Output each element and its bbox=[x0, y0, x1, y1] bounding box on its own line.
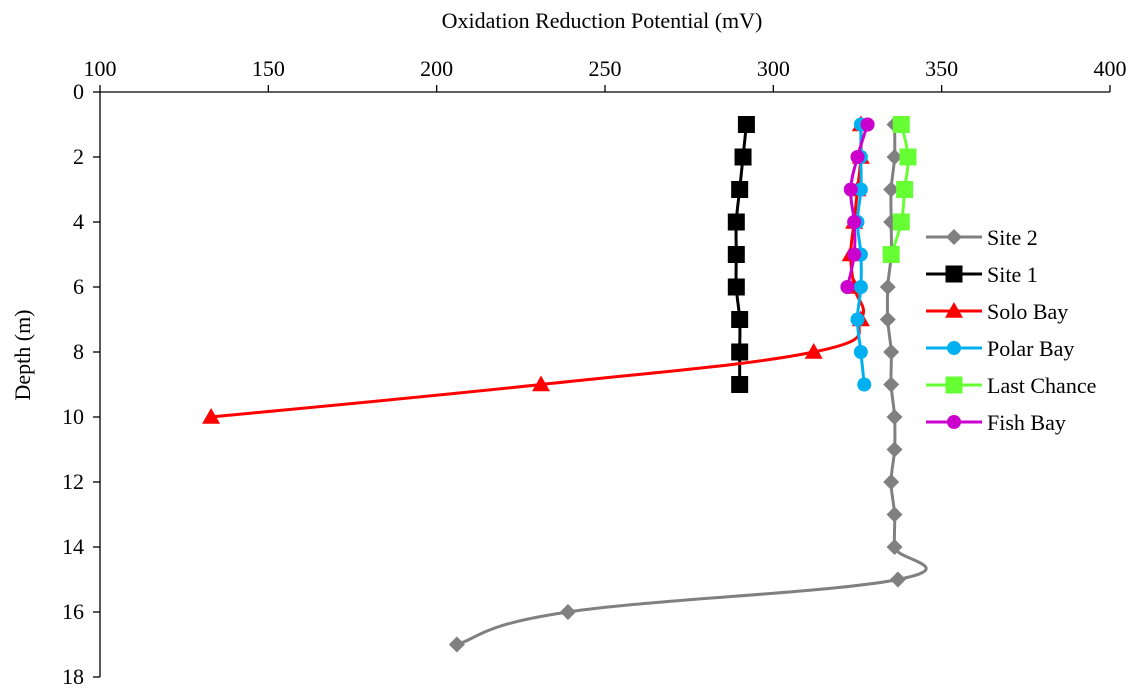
data-point-site-2 bbox=[883, 181, 900, 198]
y-tick-label: 10 bbox=[62, 404, 84, 429]
legend-marker bbox=[945, 302, 963, 318]
data-point-site-2 bbox=[889, 571, 906, 588]
data-point-site-1 bbox=[727, 246, 745, 263]
series-last-chance bbox=[882, 116, 917, 263]
legend-marker bbox=[947, 415, 961, 429]
data-point-site-1 bbox=[737, 116, 755, 133]
y-tick-label: 14 bbox=[62, 534, 84, 559]
data-point-site-1 bbox=[731, 343, 749, 361]
data-point-site-2 bbox=[886, 506, 903, 523]
data-point-fish-bay bbox=[847, 215, 862, 229]
x-tick-label: 100 bbox=[84, 56, 117, 81]
axes: 100 150 200 250 300 350 400 0 2 4 6 8 10 12 14 16 18 bbox=[62, 56, 1127, 689]
legend-label: Fish Bay bbox=[987, 410, 1066, 435]
data-point-site-1 bbox=[731, 311, 749, 328]
data-point-fish-bay bbox=[843, 182, 858, 197]
data-point-solo-bay bbox=[532, 375, 551, 392]
y-axis-title: Depth (m) bbox=[10, 309, 35, 400]
y-tick-label: 18 bbox=[62, 664, 84, 689]
data-point-site-1 bbox=[727, 278, 745, 296]
data-point-last-chance bbox=[892, 116, 910, 133]
y-tick-label: 12 bbox=[62, 469, 84, 494]
legend-item-site-2: Site 2 bbox=[926, 225, 1038, 250]
legend-marker bbox=[945, 265, 963, 283]
data-point-site-1 bbox=[731, 181, 749, 198]
y-tick-label: 0 bbox=[73, 79, 84, 104]
legend-label: Solo Bay bbox=[987, 299, 1068, 324]
data-point-site-2 bbox=[886, 149, 903, 165]
y-tick-label: 6 bbox=[73, 274, 84, 299]
series-site-2 bbox=[448, 116, 928, 653]
series-solo-bay bbox=[202, 115, 870, 424]
data-point-solo-bay bbox=[804, 343, 823, 359]
x-tick-label: 250 bbox=[589, 56, 622, 81]
legend-item-site-1: Site 1 bbox=[926, 262, 1038, 287]
legend-item-polar-bay: Polar Bay bbox=[926, 336, 1074, 361]
series-line-solo-bay bbox=[210, 124, 865, 419]
data-point-site-2 bbox=[448, 636, 465, 653]
legend-label: Site 1 bbox=[987, 262, 1038, 287]
data-point-last-chance bbox=[882, 246, 900, 263]
data-point-fish-bay bbox=[860, 117, 875, 132]
data-point-polar-bay bbox=[853, 280, 868, 294]
data-point-site-2 bbox=[886, 539, 903, 555]
legend-label: Last Chance bbox=[987, 373, 1096, 398]
y-tick-label: 2 bbox=[73, 144, 84, 169]
data-point-site-2 bbox=[879, 279, 896, 295]
legend-item-last-chance: Last Chance bbox=[926, 373, 1096, 398]
series-layer bbox=[202, 115, 928, 653]
legend-marker bbox=[946, 229, 962, 245]
legend-label: Site 2 bbox=[987, 225, 1038, 250]
data-point-site-2 bbox=[883, 376, 900, 393]
data-point-site-2 bbox=[886, 441, 903, 458]
data-point-site-2 bbox=[883, 344, 900, 360]
legend-marker bbox=[945, 376, 963, 394]
y-tick-label: 4 bbox=[73, 209, 84, 234]
data-point-site-1 bbox=[727, 213, 745, 231]
series-fish-bay bbox=[840, 117, 875, 294]
x-tick-label: 300 bbox=[757, 56, 790, 81]
data-point-site-2 bbox=[879, 311, 896, 328]
data-point-fish-bay bbox=[840, 280, 855, 294]
data-point-polar-bay bbox=[857, 377, 872, 392]
data-point-polar-bay bbox=[853, 345, 868, 359]
data-point-last-chance bbox=[892, 213, 910, 231]
legend-label: Polar Bay bbox=[987, 336, 1074, 361]
series-site-1 bbox=[727, 116, 755, 393]
data-point-last-chance bbox=[896, 181, 914, 198]
y-tick-label: 16 bbox=[62, 599, 84, 624]
legend-item-fish-bay: Fish Bay bbox=[926, 410, 1066, 435]
data-point-polar-bay bbox=[850, 312, 865, 327]
data-point-site-2 bbox=[883, 474, 900, 490]
x-tick-label: 350 bbox=[925, 56, 958, 81]
data-point-site-1 bbox=[734, 148, 752, 166]
data-point-fish-bay bbox=[847, 247, 862, 262]
data-point-polar-bay bbox=[853, 182, 868, 197]
legend-item-solo-bay: Solo Bay bbox=[926, 299, 1068, 324]
legend: Site 2 Site 1 Solo Bay Polar Bay Last Chance… bbox=[926, 225, 1096, 435]
x-axis-title: Oxidation Reduction Potential (mV) bbox=[442, 8, 763, 33]
x-tick-label: 400 bbox=[1094, 56, 1127, 81]
data-point-solo-bay bbox=[202, 408, 221, 424]
data-point-fish-bay bbox=[850, 150, 865, 164]
data-point-site-2 bbox=[559, 604, 576, 620]
data-point-site-2 bbox=[886, 409, 903, 425]
x-tick-label: 150 bbox=[252, 56, 285, 81]
x-tick-label: 200 bbox=[420, 56, 453, 81]
data-point-site-1 bbox=[731, 376, 749, 393]
y-tick-label: 8 bbox=[73, 339, 84, 364]
data-point-last-chance bbox=[899, 148, 917, 166]
legend-marker bbox=[947, 341, 961, 355]
